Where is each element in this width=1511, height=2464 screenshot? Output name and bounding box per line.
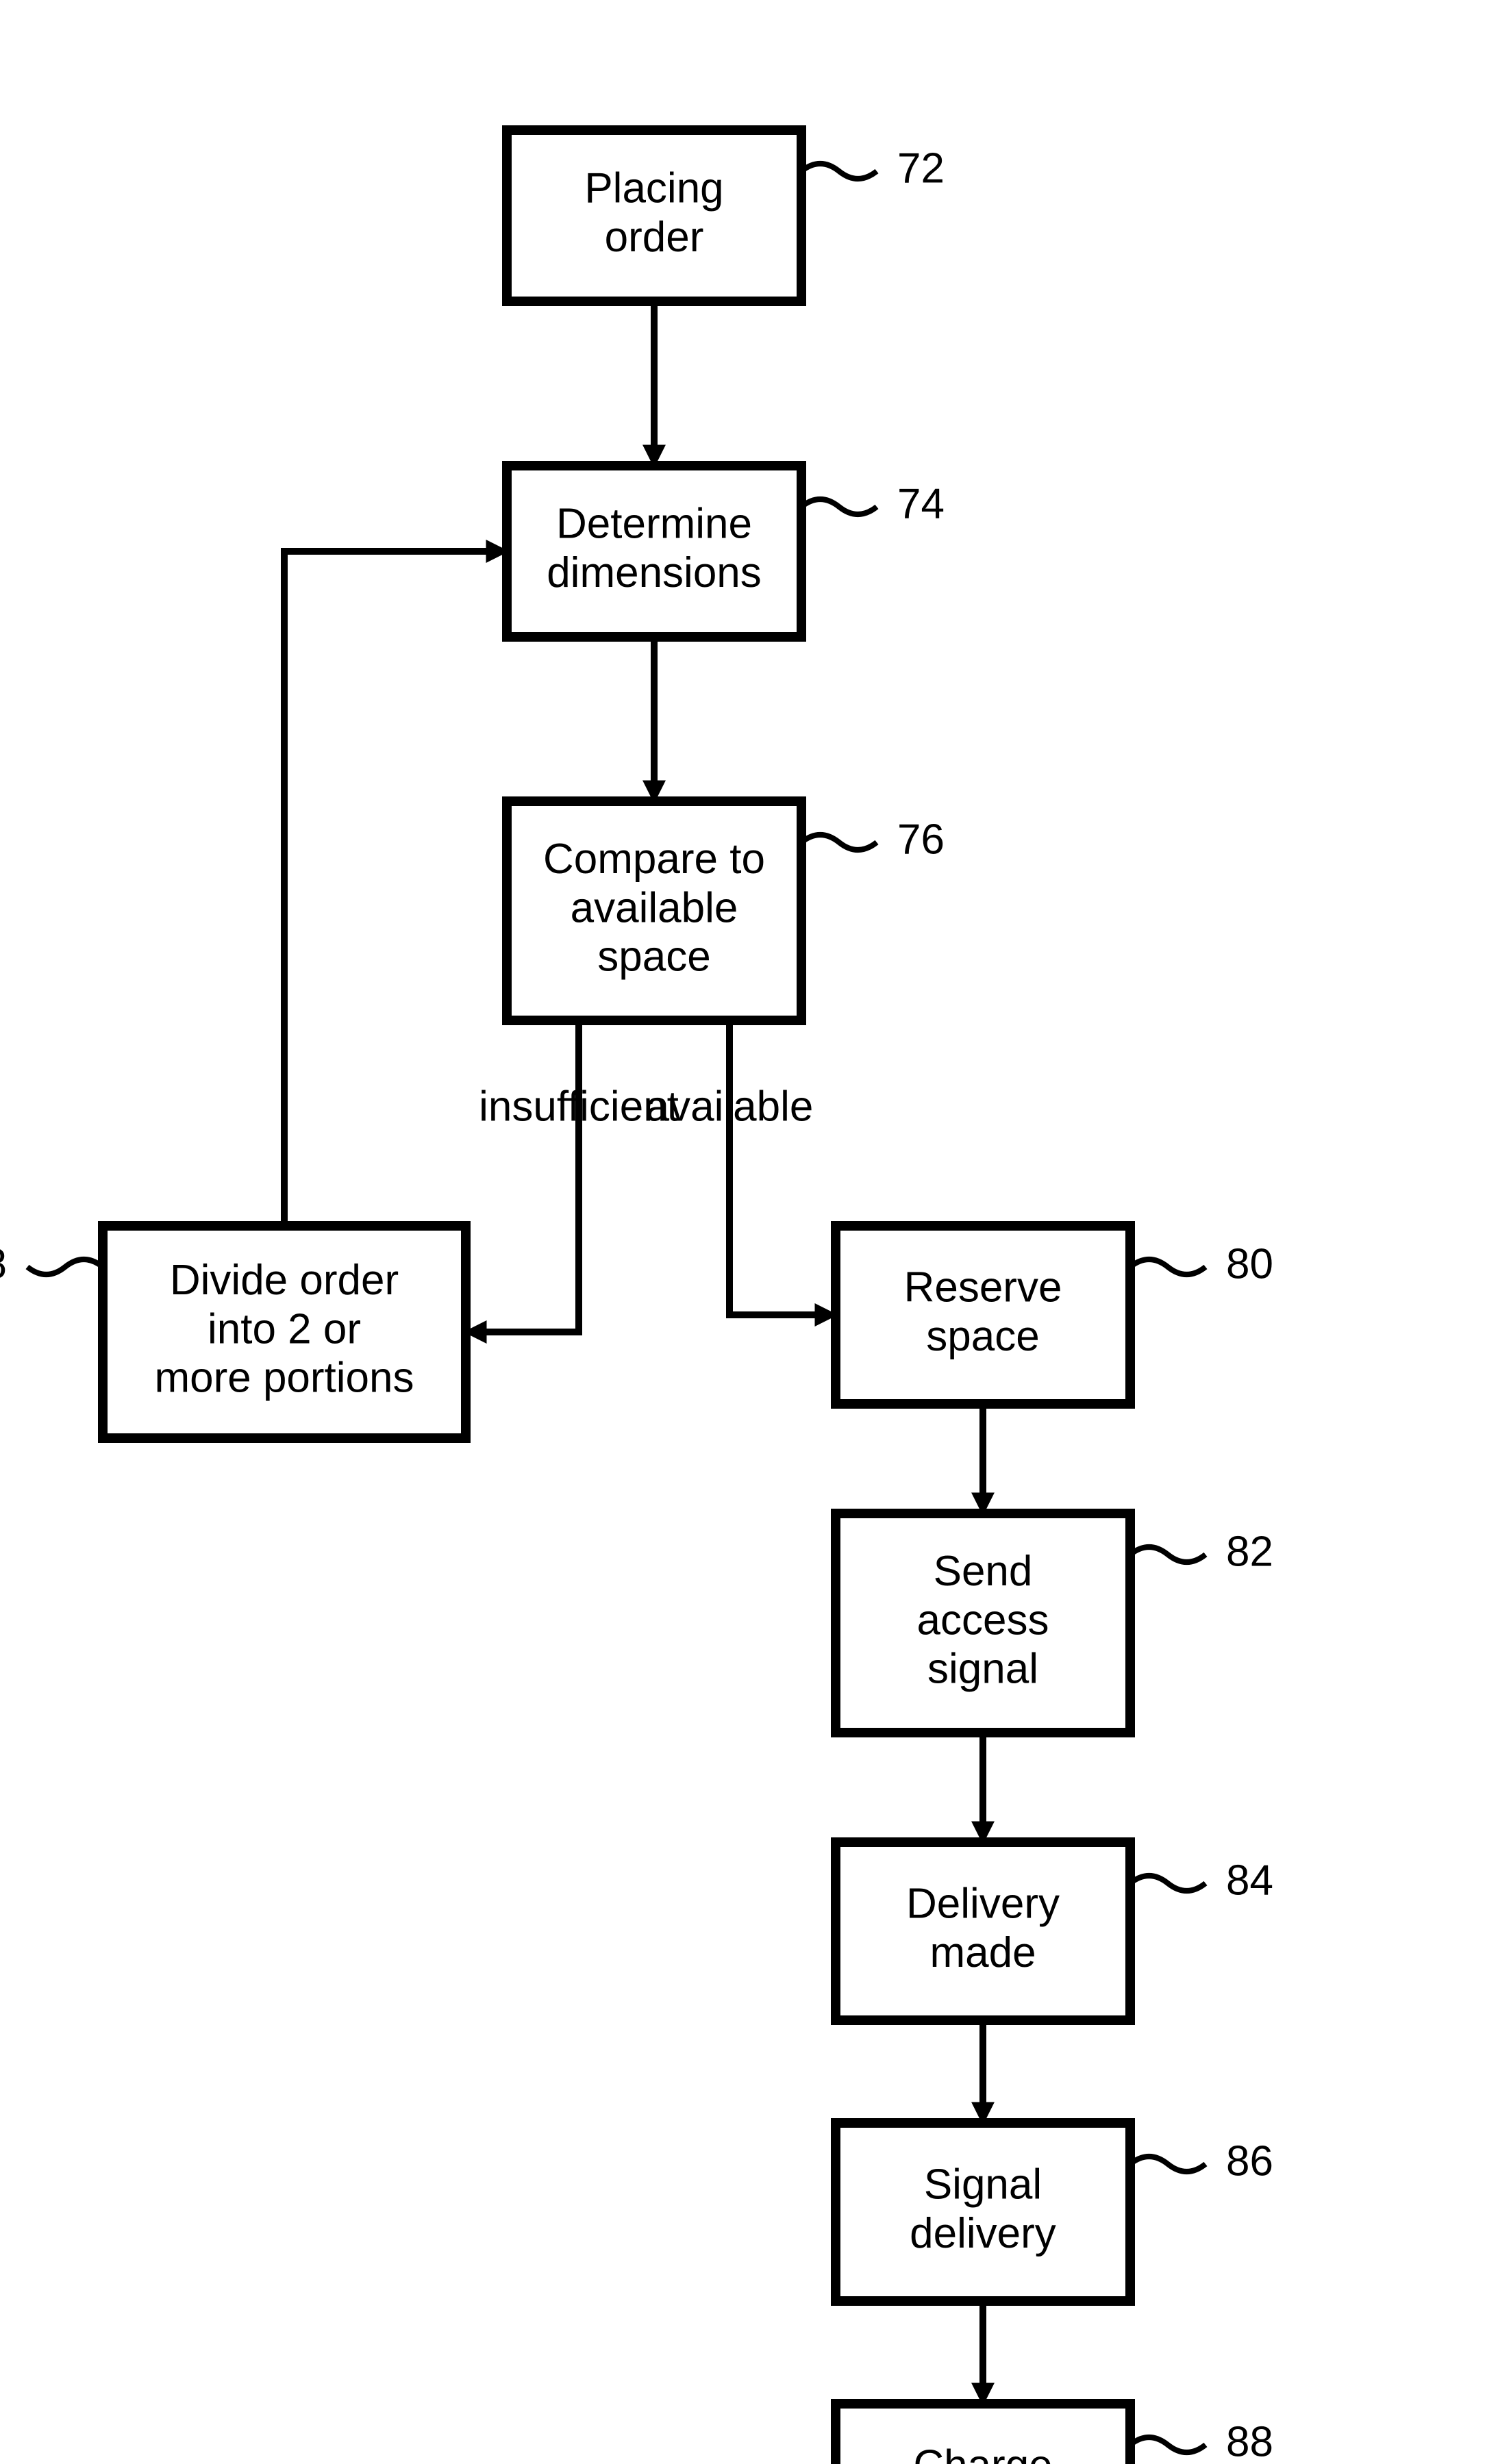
node-label: Reserve — [904, 1264, 1062, 1311]
flow-node-80: Reservespace 80 — [836, 1226, 1273, 1404]
node-label: order — [605, 214, 704, 261]
node-ref: 80 — [1226, 1240, 1273, 1287]
node-ref: 82 — [1226, 1528, 1273, 1575]
flow-node-74: Determinedimensions 74 — [507, 466, 945, 637]
node-ref: 76 — [897, 816, 945, 863]
node-label: Divide order — [170, 1257, 399, 1304]
node-ref: 72 — [897, 144, 945, 192]
flow-node-88: Chargeaccount88 — [836, 2404, 1273, 2464]
node-label: Charge — [913, 2442, 1052, 2464]
flow-node-82: Sendaccesssignal 82 — [836, 1513, 1273, 1733]
node-label: delivery — [910, 2210, 1056, 2257]
node-label: Determine — [556, 501, 752, 548]
flowchart-canvas: insufficientavailablePlacingorder72Deter… — [0, 0, 1511, 2464]
node-label: space — [926, 1313, 1039, 1360]
node-label: signal — [927, 1646, 1038, 1693]
node-label: dimensions — [547, 549, 762, 596]
node-label: available — [571, 884, 738, 931]
node-label: Send — [934, 1548, 1033, 1595]
flow-node-84: Deliverymade 84 — [836, 1842, 1273, 2020]
node-label: made — [929, 1929, 1036, 1976]
flow-node-76: Compare toavailablespace 76 — [507, 801, 945, 1020]
flow-node-78: Divide orderinto 2 ormore portions 78 — [0, 1226, 466, 1438]
flow-node-72: Placingorder 72 — [507, 130, 945, 301]
node-label: Signal — [924, 2161, 1042, 2209]
node-ref: 74 — [897, 480, 945, 527]
node-ref: 88 — [1226, 2418, 1273, 2464]
node-ref: 84 — [1226, 1857, 1273, 1904]
node-ref: 78 — [0, 1240, 7, 1287]
node-ref: 86 — [1226, 2137, 1273, 2185]
node-label: more portions — [154, 1355, 414, 1402]
node-label: Placing — [584, 165, 723, 212]
node-label: access — [917, 1596, 1049, 1644]
flow-node-86: Signaldelivery 86 — [836, 2123, 1273, 2301]
node-label: space — [597, 933, 710, 981]
svg-text:available: available — [646, 1083, 814, 1130]
node-label: into 2 or — [208, 1305, 361, 1353]
node-label: Delivery — [906, 1881, 1060, 1928]
node-label: Compare to — [543, 835, 765, 883]
